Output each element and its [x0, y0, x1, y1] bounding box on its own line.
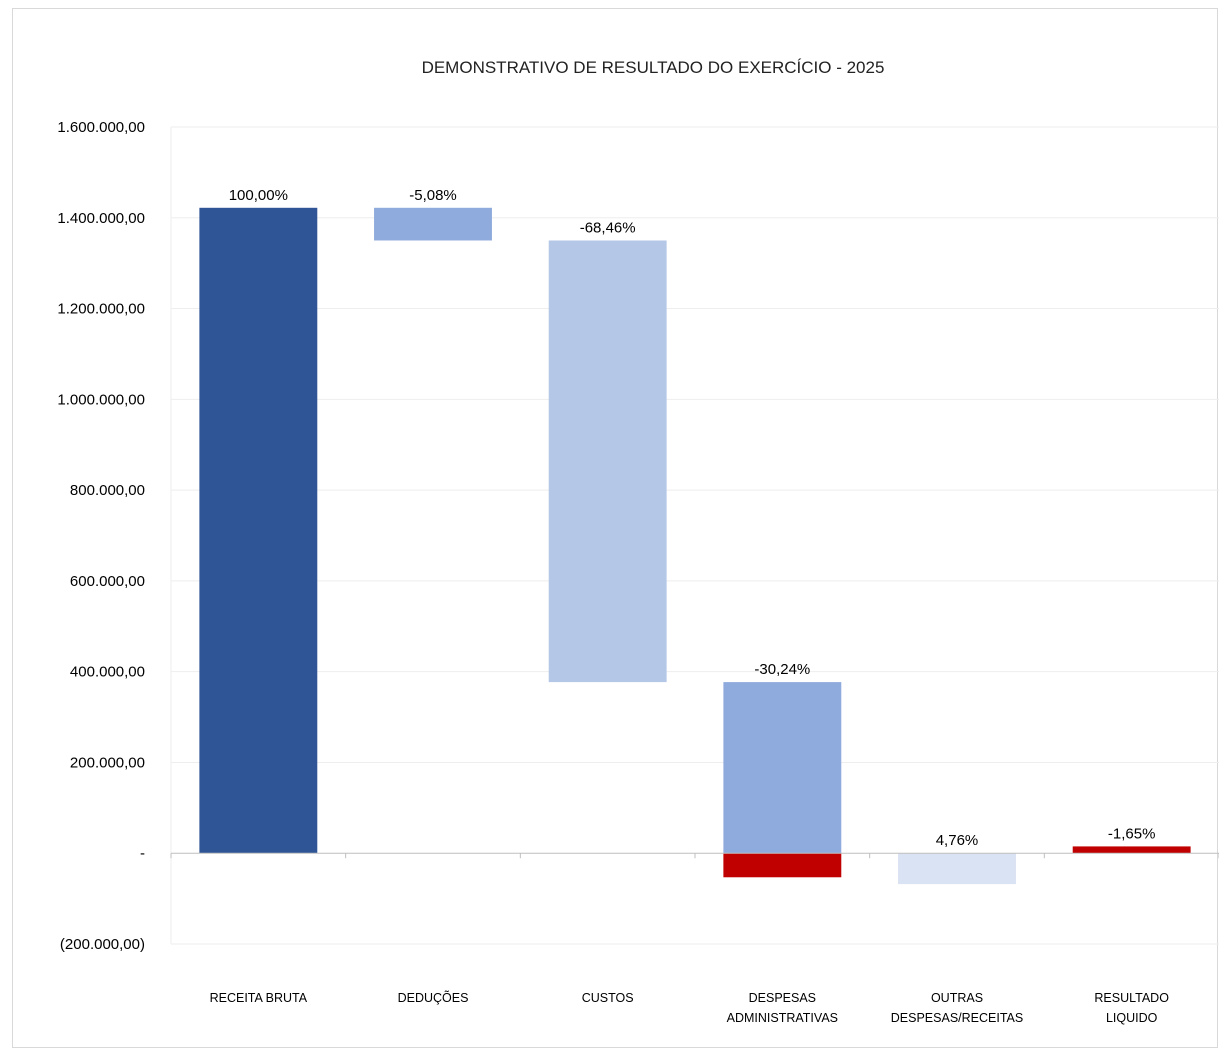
category-label: CUSTOS	[582, 991, 634, 1005]
data-label: 100,00%	[229, 187, 288, 204]
category-label: DESPESAS/RECEITAS	[891, 1011, 1023, 1025]
y-tick-label: 1.600.000,00	[57, 119, 145, 136]
waterfall-bar	[199, 207, 318, 854]
waterfall-bar	[548, 240, 667, 683]
y-tick-label: 600.000,00	[70, 573, 145, 590]
gridlines	[170, 126, 1219, 945]
bars	[199, 207, 1191, 885]
category-label: LIQUIDO	[1106, 1011, 1158, 1025]
y-axis-tick-labels: 1.600.000,00 1.400.000,00 1.200.000,00 1.00…	[57, 119, 145, 953]
waterfall-bar	[723, 853, 842, 878]
data-label: 4,76%	[936, 832, 979, 849]
waterfall-bar	[1072, 846, 1191, 854]
category-labels: RECEITA BRUTA DEDUÇÕES CUSTOS DESPESAS ADMIN…	[210, 990, 1170, 1025]
category-label: RESULTADO	[1094, 991, 1169, 1005]
y-tick-label: -	[140, 845, 145, 862]
chart-frame: DEMONSTRATIVO DE RESULTADO DO EXERCÍCIO …	[12, 8, 1219, 1048]
data-label: -5,08%	[409, 187, 457, 204]
y-tick-label: 200.000,00	[70, 754, 145, 771]
category-label: ADMINISTRATIVAS	[727, 1011, 838, 1025]
data-label: -30,24%	[754, 661, 810, 678]
y-tick-label: 1.000.000,00	[57, 391, 145, 408]
data-labels: 100,00% -5,08% -68,46% -30,24% 4,76% -1,65%	[229, 187, 1156, 849]
y-tick-label: 800.000,00	[70, 482, 145, 499]
data-label: -68,46%	[580, 219, 636, 236]
y-tick-label: 1.200.000,00	[57, 301, 145, 318]
waterfall-chart: DEMONSTRATIVO DE RESULTADO DO EXERCÍCIO …	[57, 58, 1219, 1025]
category-label: RECEITA BRUTA	[210, 991, 308, 1005]
y-tick-label: (200.000,00)	[60, 936, 145, 953]
category-label: OUTRAS	[931, 991, 983, 1005]
waterfall-bar	[374, 207, 492, 241]
waterfall-bar	[898, 853, 1016, 885]
waterfall-bar	[723, 682, 842, 854]
x-axis	[170, 852, 1219, 859]
y-tick-label: 1.400.000,00	[57, 210, 145, 227]
chart-title: DEMONSTRATIVO DE RESULTADO DO EXERCÍCIO …	[422, 58, 885, 77]
y-tick-label: 400.000,00	[70, 664, 145, 681]
category-label: DEDUÇÕES	[398, 990, 469, 1005]
data-label: -1,65%	[1108, 825, 1156, 842]
category-label: DESPESAS	[749, 991, 816, 1005]
